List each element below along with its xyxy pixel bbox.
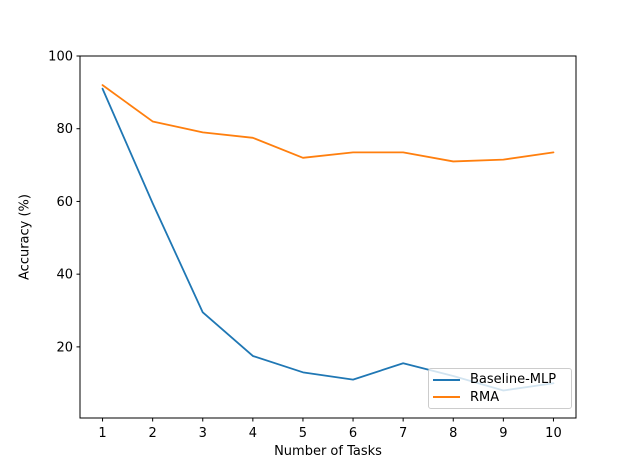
legend-label-baseline-mlp: Baseline-MLP [470,372,557,388]
y-tick-label: 40 [56,268,73,283]
x-tick-label: 4 [249,426,257,441]
x-tick-label: 2 [149,426,157,441]
axes-spines [79,55,577,419]
y-tick-label: 80 [56,122,73,137]
legend-entry-rma: RMA [433,389,564,407]
y-tick-label: 20 [56,340,73,355]
x-tick-label: 9 [499,426,507,441]
legend-line-sample-baseline-mlp [433,378,460,381]
x-axis-title: Number of Tasks [274,444,382,459]
y-axis-title: Accuracy (%) [17,194,33,280]
legend-entry-baseline-mlp: Baseline-MLP [433,371,564,389]
x-tick-label: 3 [199,426,207,441]
y-tick-label: 60 [56,195,73,210]
x-tick-label: 6 [349,426,357,441]
y-tick-label: 100 [48,50,73,65]
x-tick-label: 8 [449,426,457,441]
x-tick-label: 5 [299,426,307,441]
legend: Baseline-MLP RMA [428,368,572,409]
legend-label-rma: RMA [470,389,500,405]
x-tick-label: 10 [545,426,562,441]
legend-line-sample-rma [433,396,460,399]
series-line-rma [101,84,555,163]
x-tick-label: 1 [98,426,106,441]
series-line-baseline-mlp [101,87,555,392]
x-tick-label: 7 [399,426,407,441]
